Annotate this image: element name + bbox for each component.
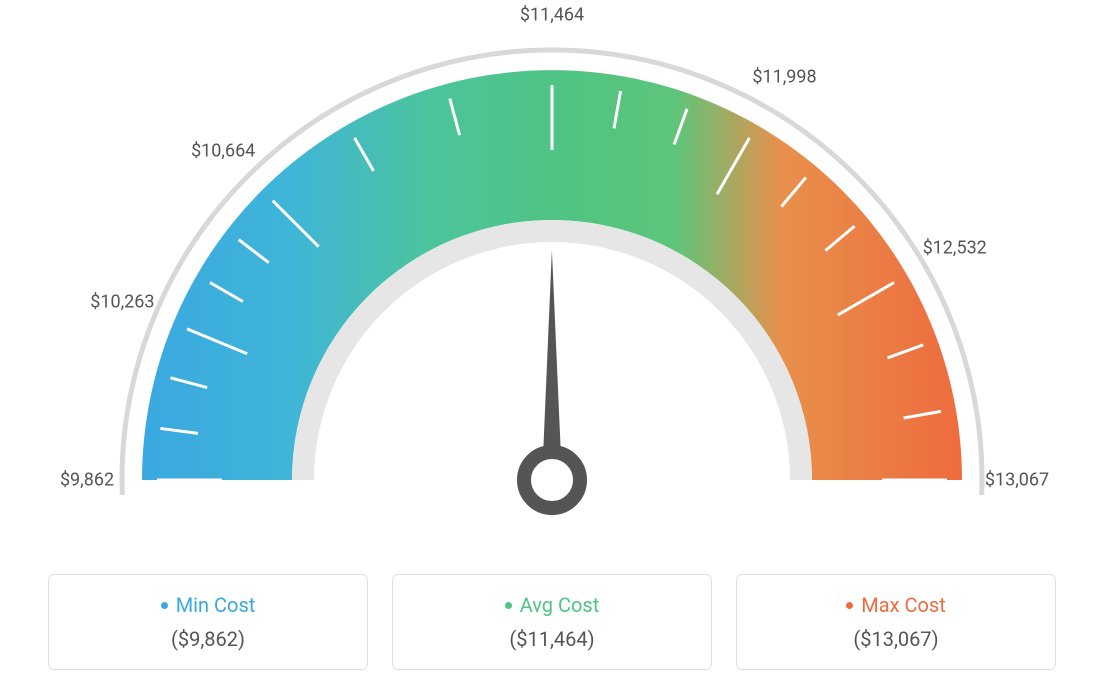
dot-icon-max (846, 602, 853, 609)
legend-value-avg: ($11,464) (403, 627, 701, 651)
gauge-tick-label: $13,067 (985, 470, 1049, 491)
gauge-tick-label: $9,862 (60, 470, 114, 491)
legend-value-max: ($13,067) (747, 627, 1045, 651)
legend-value-min: ($9,862) (59, 627, 357, 651)
legend-title-min: Min Cost (161, 593, 256, 617)
dot-icon-min (161, 602, 168, 609)
legend-label-min: Min Cost (176, 593, 256, 617)
legend-card-avg: Avg Cost ($11,464) (392, 574, 712, 670)
gauge-chart: $9,862 $10,263 $10,664 $11,464 $11,998 $12,53… (0, 0, 1104, 540)
legend-title-max: Max Cost (846, 593, 946, 617)
legend-row: Min Cost ($9,862) Avg Cost ($11,464) Max… (0, 574, 1104, 670)
dot-icon-avg (505, 602, 512, 609)
gauge-tick-label: $12,532 (923, 237, 987, 258)
legend-card-min: Min Cost ($9,862) (48, 574, 368, 670)
gauge-tick-label: $10,664 (191, 141, 255, 162)
gauge-tick-label: $10,263 (90, 292, 154, 313)
gauge-svg (0, 0, 1104, 540)
gauge-hub (524, 452, 580, 508)
gauge-tick-label: $11,464 (520, 5, 584, 26)
legend-card-max: Max Cost ($13,067) (736, 574, 1056, 670)
legend-title-avg: Avg Cost (505, 593, 600, 617)
gauge-tick-label: $11,998 (752, 67, 816, 88)
legend-label-max: Max Cost (861, 593, 946, 617)
legend-label-avg: Avg Cost (520, 593, 600, 617)
